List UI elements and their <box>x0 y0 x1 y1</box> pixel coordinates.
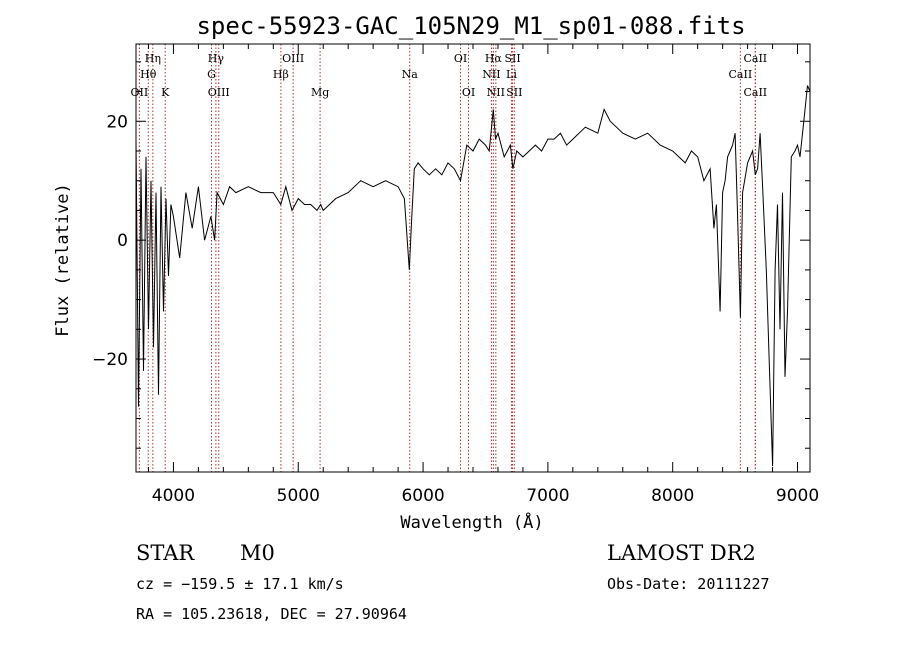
emission-line-label: OIII <box>208 86 230 99</box>
y-tick-label: 20 <box>106 112 128 132</box>
emission-line-label: OI <box>462 86 475 99</box>
emission-line-label: Li <box>506 68 517 81</box>
x-tick-label: 4000 <box>152 486 195 506</box>
y-tick-label: 0 <box>117 231 128 251</box>
emission-line-label: SII <box>504 52 520 65</box>
object-class: STAR <box>136 541 195 565</box>
x-axis-label: Wavelength (Å) <box>400 511 543 533</box>
y-tick-labels: −20 0 20 <box>92 112 128 370</box>
emission-line-label: OIII <box>282 52 304 65</box>
object-subclass: M0 <box>240 541 275 565</box>
emission-line-label: NII <box>487 86 505 99</box>
emission-line-label: Hη <box>145 52 161 65</box>
emission-line-label: Hα <box>485 52 503 65</box>
x-tick-label: 8000 <box>651 486 694 506</box>
y-tick-label: −20 <box>92 350 128 370</box>
redshift-info: cz = −159.5 ± 17.1 km/s <box>136 575 344 593</box>
emission-line-label: OII <box>131 86 149 99</box>
emission-line-label: SII <box>506 86 522 99</box>
y-axis-label: Flux (relative) <box>53 183 73 337</box>
obs-date: Obs-Date: 20111227 <box>607 575 770 593</box>
chart-title: spec-55923-GAC_105N29_M1_sp01-088.fits <box>196 12 745 40</box>
x-tick-labels: 4000 5000 6000 7000 8000 9000 <box>152 486 819 506</box>
emission-line-label: OI <box>454 52 467 65</box>
emission-line-label: CaII <box>743 86 767 99</box>
x-tick-label: 9000 <box>776 486 819 506</box>
x-tick-label: 5000 <box>277 486 320 506</box>
emission-line-markers <box>138 44 756 472</box>
plot-frame <box>135 43 811 473</box>
emission-line-label: CaII <box>743 52 767 65</box>
emission-line-label: Mg <box>311 86 329 99</box>
emission-line-label: CaII <box>729 68 753 81</box>
x-tick-label: 6000 <box>401 486 444 506</box>
coordinates-info: RA = 105.23618, DEC = 27.90964 <box>136 605 407 623</box>
survey-name: LAMOST DR2 <box>607 541 756 565</box>
emission-line-label: G <box>207 68 216 81</box>
spectrum-line <box>135 85 811 467</box>
emission-line-label: NII <box>482 68 500 81</box>
emission-line-label: K <box>161 86 170 99</box>
emission-line-label: Hβ <box>273 68 289 81</box>
axis-ticks <box>136 44 810 472</box>
emission-line-label: Hγ <box>208 52 225 65</box>
emission-line-label: Hθ <box>140 68 157 81</box>
x-tick-label: 7000 <box>526 486 569 506</box>
emission-line-label: Na <box>402 68 419 81</box>
